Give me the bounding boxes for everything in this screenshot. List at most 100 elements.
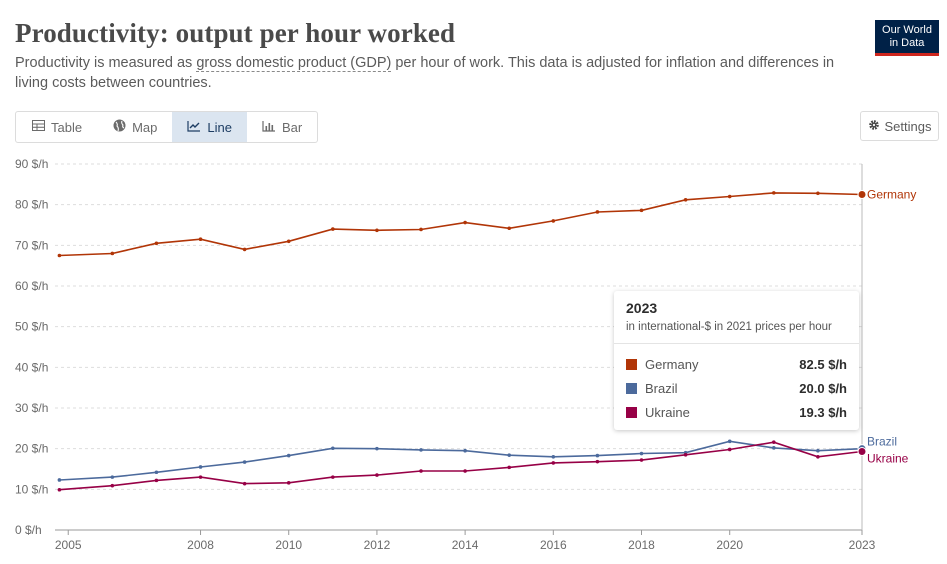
tooltip-row-name: Brazil: [645, 380, 678, 396]
y-tick-label: 60 $/h: [15, 279, 48, 293]
series-label-germany: Germany: [867, 188, 916, 202]
tab-table-label: Table: [51, 119, 83, 135]
tooltip-year: 2023: [626, 300, 658, 316]
subtitle-text-end: per hour of work. This data is adjusted …: [15, 55, 835, 91]
tab-line-label: Line: [207, 119, 232, 135]
tab-map[interactable]: Map: [97, 112, 172, 142]
settings-label: Settings: [884, 118, 932, 134]
ukraine-swatch: [626, 406, 637, 418]
tooltip-row-name: Ukraine: [645, 404, 690, 420]
data-point-ukraine: [198, 475, 203, 479]
tooltip-divider: [614, 343, 859, 344]
logo-line-1: Our World: [882, 24, 932, 36]
tab-bar-label: Bar: [281, 119, 303, 135]
tooltip-row-name: Germany: [645, 356, 699, 372]
tab-bar[interactable]: Bar: [247, 112, 317, 142]
data-point-ukraine: [463, 469, 467, 473]
data-point-ukraine: [375, 473, 379, 477]
series-line-germany: [59, 192, 863, 257]
data-point-brazil: [375, 446, 379, 451]
data-point-germany: [595, 210, 600, 214]
tooltip-row-value: 19.3 $/h: [799, 404, 847, 420]
chart-subtitle: Productivity is measured as gross domest…: [15, 53, 860, 93]
x-tick-label: 2012: [364, 538, 391, 552]
data-point-germany: [683, 197, 688, 202]
data-point-brazil: [419, 448, 423, 452]
x-tick-label: 2020: [716, 538, 743, 552]
tab-line[interactable]: Line: [172, 112, 247, 142]
tooltip-row-value: 82.5 $/h: [799, 356, 847, 372]
y-tick-label: 80 $/h: [15, 198, 48, 212]
y-tick-label: 0 $/h: [15, 523, 42, 537]
data-point-ukraine: [683, 452, 688, 457]
data-point-ukraine: [419, 469, 423, 473]
gdp-definition-link[interactable]: gross domestic product (GDP): [196, 55, 392, 72]
data-point-germany: [198, 237, 203, 242]
tooltip-row-brazil: Brazil 20.0 $/h: [626, 376, 847, 400]
data-point-germany: [154, 241, 159, 246]
y-tick-label: 30 $/h: [15, 401, 48, 415]
data-point-germany: [507, 226, 512, 231]
line-chart-icon: [187, 120, 201, 135]
data-point-brazil: [286, 453, 291, 458]
data-point-germany: [857, 190, 867, 199]
series-lines: [57, 190, 867, 492]
series-label-ukraine: Ukraine: [867, 452, 909, 466]
tooltip-unit: in international-$ in 2021 prices per ho…: [626, 321, 832, 333]
data-point-germany: [375, 228, 379, 233]
y-tick-label: 50 $/h: [15, 320, 48, 334]
data-point-germany: [772, 191, 776, 195]
data-point-brazil: [727, 439, 732, 444]
data-point-germany: [551, 219, 556, 223]
data-point-ukraine: [595, 459, 600, 464]
x-tick-label: 2018: [628, 538, 655, 552]
data-point-germany: [110, 251, 115, 256]
y-tick-label: 40 $/h: [15, 360, 48, 374]
data-point-brazil: [198, 465, 203, 469]
data-point-brazil: [772, 446, 776, 450]
data-point-germany: [286, 239, 291, 244]
data-point-germany: [57, 253, 62, 258]
data-point-ukraine: [507, 465, 512, 470]
data-point-brazil: [595, 453, 600, 458]
data-point-brazil: [57, 478, 62, 482]
series-labels: Germany Brazil Ukraine: [867, 188, 916, 466]
x-tick-label: 2010: [275, 538, 302, 552]
settings-button[interactable]: Settings: [860, 111, 939, 141]
data-point-ukraine: [816, 455, 820, 459]
data-point-ukraine: [110, 483, 115, 488]
x-tick-label: 2016: [540, 538, 567, 552]
data-point-germany: [419, 227, 423, 232]
data-point-ukraine: [727, 447, 732, 452]
data-point-germany: [463, 220, 467, 225]
data-point-ukraine: [57, 487, 62, 492]
hover-tooltip: 2023 in international-$ in 2021 prices p…: [614, 291, 859, 430]
data-point-brazil: [242, 460, 247, 464]
data-point-ukraine: [286, 481, 291, 485]
y-tick-label: 20 $/h: [15, 442, 48, 456]
series-label-brazil: Brazil: [867, 435, 897, 449]
globe-icon: [112, 119, 126, 135]
data-point-ukraine: [242, 481, 247, 486]
axes: 0 $/h 10 $/h 20 $/h 30 $/h 40 $/h 50 $/h 60 $/…: [15, 157, 876, 552]
y-tick-label: 90 $/h: [15, 157, 48, 171]
data-point-ukraine: [154, 478, 159, 483]
gear-icon: [868, 119, 880, 134]
data-point-ukraine: [331, 475, 335, 479]
data-point-brazil: [507, 453, 512, 457]
germany-swatch: [626, 358, 637, 370]
tab-map-label: Map: [132, 119, 158, 135]
tab-table[interactable]: Table: [16, 112, 97, 142]
data-point-ukraine: [772, 440, 776, 444]
data-point-brazil: [639, 451, 644, 456]
our-world-in-data-logo[interactable]: Our World in Data: [875, 20, 939, 56]
tooltip-row-value: 20.0 $/h: [799, 380, 847, 396]
logo-line-2: in Data: [889, 36, 925, 49]
tooltip-row-germany: Germany 82.5 $/h: [626, 352, 847, 376]
data-point-brazil: [463, 448, 467, 453]
chart-title: Productivity: output per hour worked: [15, 18, 456, 48]
y-tick-label: 10 $/h: [15, 482, 48, 496]
table-icon: [31, 120, 45, 134]
data-point-brazil: [154, 470, 159, 475]
data-point-germany: [331, 227, 335, 231]
